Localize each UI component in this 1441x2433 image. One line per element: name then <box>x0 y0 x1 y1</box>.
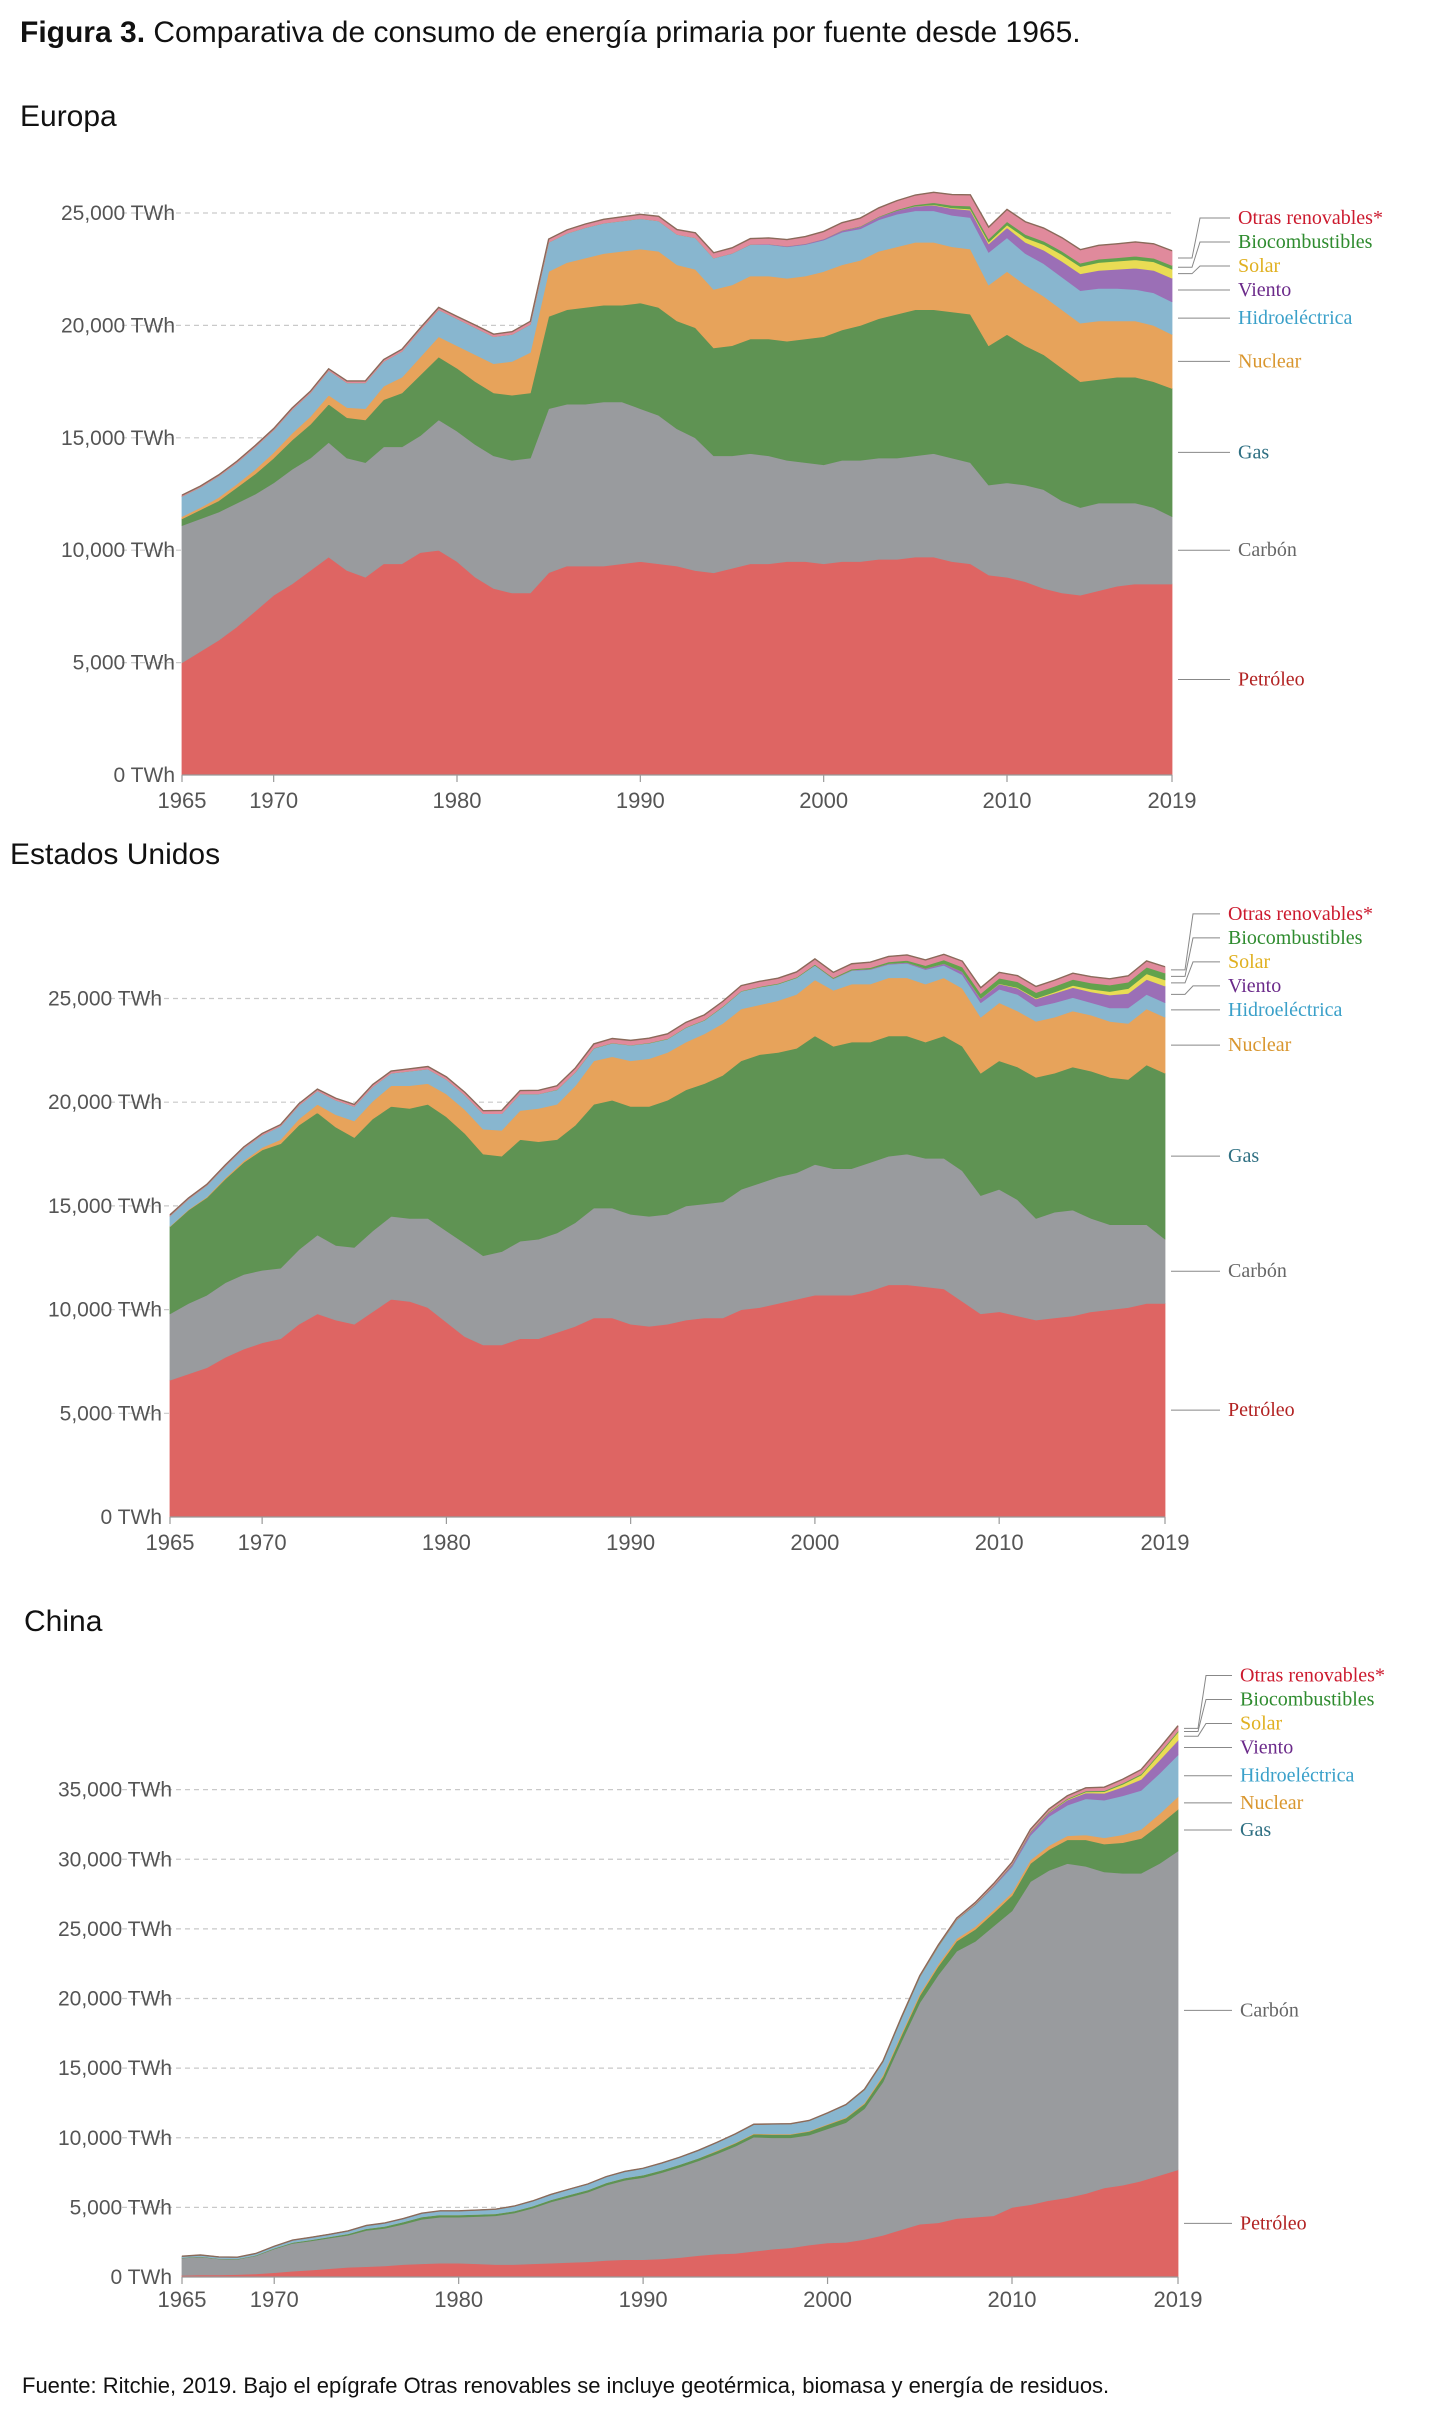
x-tick-label: 1990 <box>606 1530 655 1555</box>
legend-connector <box>1171 961 1220 984</box>
legend-connector <box>1178 241 1230 268</box>
panel-title-estados-unidos: Estados Unidos <box>10 838 221 871</box>
legend-label-biocombustibles: Biocombustibles <box>1228 927 1363 949</box>
x-tick-label: 1965 <box>158 788 207 813</box>
chart-estados-unidos: 0 TWh 5,000 TWh 10,000 TWh 15,000 TWh 20,000… <box>48 903 1373 1555</box>
y-tick-label: 20,000 TWh <box>61 314 175 337</box>
x-tick-label: 1970 <box>250 2287 299 2312</box>
legend-label-viento: Viento <box>1240 1737 1293 1759</box>
panel-title-china: China <box>24 1605 103 1638</box>
figure-title: Figura 3. Comparativa de consumo de ener… <box>20 16 1081 50</box>
legend-label-hidroelectrica: Hidroeléctrica <box>1240 1765 1354 1787</box>
legend-connector <box>1171 937 1220 977</box>
legend-label-gas: Gas <box>1238 441 1269 463</box>
legend-label-otras-renovables: Otras renovables* <box>1228 903 1373 925</box>
x-tick-label: 2000 <box>790 1530 839 1555</box>
legend-label-carbon: Carbón <box>1238 539 1297 561</box>
y-tick-label: 20,000 TWh <box>48 1091 162 1114</box>
legend-label-otras-renovables: Otras renovables* <box>1238 207 1383 229</box>
legend-label-solar: Solar <box>1228 951 1271 973</box>
x-tick-label: 2019 <box>1154 2287 1203 2312</box>
legend-connector <box>1178 265 1230 275</box>
x-tick-label: 1970 <box>238 1530 287 1555</box>
x-tick-label: 1970 <box>249 788 298 813</box>
chart-china: 0 TWh 5,000 TWh 10,000 TWh 15,000 TWh 20,000… <box>58 1665 1385 2312</box>
legend-label-petroleo: Petróleo <box>1228 1399 1295 1421</box>
legend-label-hidroelectrica: Hidroeléctrica <box>1228 999 1342 1021</box>
x-tick-label: 1965 <box>146 1530 195 1555</box>
y-tick-label: 5,000 TWh <box>60 1402 162 1425</box>
legend-label-biocombustibles: Biocombustibles <box>1238 231 1373 253</box>
area-petroleo <box>181 549 1173 776</box>
x-tick-label: 2000 <box>799 788 848 813</box>
legend-connector <box>1184 1675 1232 1729</box>
x-tick-label: 2019 <box>1148 788 1197 813</box>
y-tick-label: 5,000 TWh <box>70 2196 172 2219</box>
y-tick-label: 30,000 TWh <box>58 1848 172 1871</box>
x-tick-label: 1990 <box>619 2287 668 2312</box>
y-tick-label: 15,000 TWh <box>58 2057 172 2080</box>
y-tick-label: 25,000 TWh <box>48 987 162 1010</box>
legend-label-viento: Viento <box>1238 279 1291 301</box>
legend-connector <box>1171 913 1220 971</box>
legend-label-biocombustibles: Biocombustibles <box>1240 1689 1375 1711</box>
y-tick-label: 0 TWh <box>114 764 175 787</box>
legend-label-nuclear: Nuclear <box>1240 1792 1304 1814</box>
x-tick-label: 1965 <box>158 2287 207 2312</box>
chart-europa: 0 TWh 5,000 TWh 10,000 TWh 15,000 TWh 20,000… <box>61 191 1383 813</box>
legend-label-carbon: Carbón <box>1240 1999 1299 2021</box>
legend-label-solar: Solar <box>1238 255 1281 277</box>
legend-label-petroleo: Petróleo <box>1238 668 1305 690</box>
y-tick-label: 0 TWh <box>101 1506 162 1529</box>
total-outline <box>181 1725 1179 2258</box>
legend-label-otras-renovables: Otras renovables* <box>1240 1665 1385 1687</box>
y-tick-label: 5,000 TWh <box>73 652 175 675</box>
figure-source: Fuente: Ritchie, 2019. Bajo el epígrafe … <box>22 2373 1110 2398</box>
x-tick-label: 2010 <box>988 2287 1037 2312</box>
legend-label-nuclear: Nuclear <box>1228 1034 1292 1056</box>
legend-label-viento: Viento <box>1228 975 1281 997</box>
legend-label-carbon: Carbón <box>1228 1260 1287 1282</box>
legend-connector <box>1184 1723 1232 1737</box>
legend-label-nuclear: Nuclear <box>1238 350 1302 372</box>
x-tick-label: 2000 <box>803 2287 852 2312</box>
legend-label-gas: Gas <box>1240 1819 1271 1841</box>
legend-label-solar: Solar <box>1240 1713 1283 1735</box>
y-tick-label: 0 TWh <box>111 2266 172 2289</box>
y-tick-label: 20,000 TWh <box>58 1988 172 2011</box>
y-tick-label: 15,000 TWh <box>61 427 175 450</box>
y-tick-label: 10,000 TWh <box>58 2127 172 2150</box>
legend-connector <box>1171 985 1220 995</box>
y-tick-label: 15,000 TWh <box>48 1195 162 1218</box>
legend-connector <box>1184 1699 1232 1733</box>
legend-label-hidroelectrica: Hidroeléctrica <box>1238 307 1352 329</box>
total-outline <box>181 191 1173 496</box>
x-tick-label: 2010 <box>975 1530 1024 1555</box>
figure-title-label: Figura 3. <box>20 16 146 49</box>
panel-title-europa: Europa <box>20 100 117 133</box>
legend-label-petroleo: Petróleo <box>1240 2212 1307 2234</box>
y-tick-label: 25,000 TWh <box>61 202 175 225</box>
y-tick-label: 10,000 TWh <box>48 1299 162 1322</box>
x-tick-label: 2019 <box>1141 1530 1190 1555</box>
x-tick-label: 1990 <box>616 788 665 813</box>
x-tick-label: 1980 <box>434 2287 483 2312</box>
legend-label-gas: Gas <box>1228 1145 1259 1167</box>
legend-connector <box>1178 217 1230 259</box>
figure-title-text: Comparativa de consumo de energía primar… <box>145 16 1081 49</box>
y-tick-label: 35,000 TWh <box>58 1779 172 1802</box>
x-tick-label: 2010 <box>983 788 1032 813</box>
total-outline <box>169 953 1166 1216</box>
x-tick-label: 1980 <box>433 788 482 813</box>
y-tick-label: 10,000 TWh <box>61 539 175 562</box>
x-tick-label: 1980 <box>422 1530 471 1555</box>
y-tick-label: 25,000 TWh <box>58 1918 172 1941</box>
